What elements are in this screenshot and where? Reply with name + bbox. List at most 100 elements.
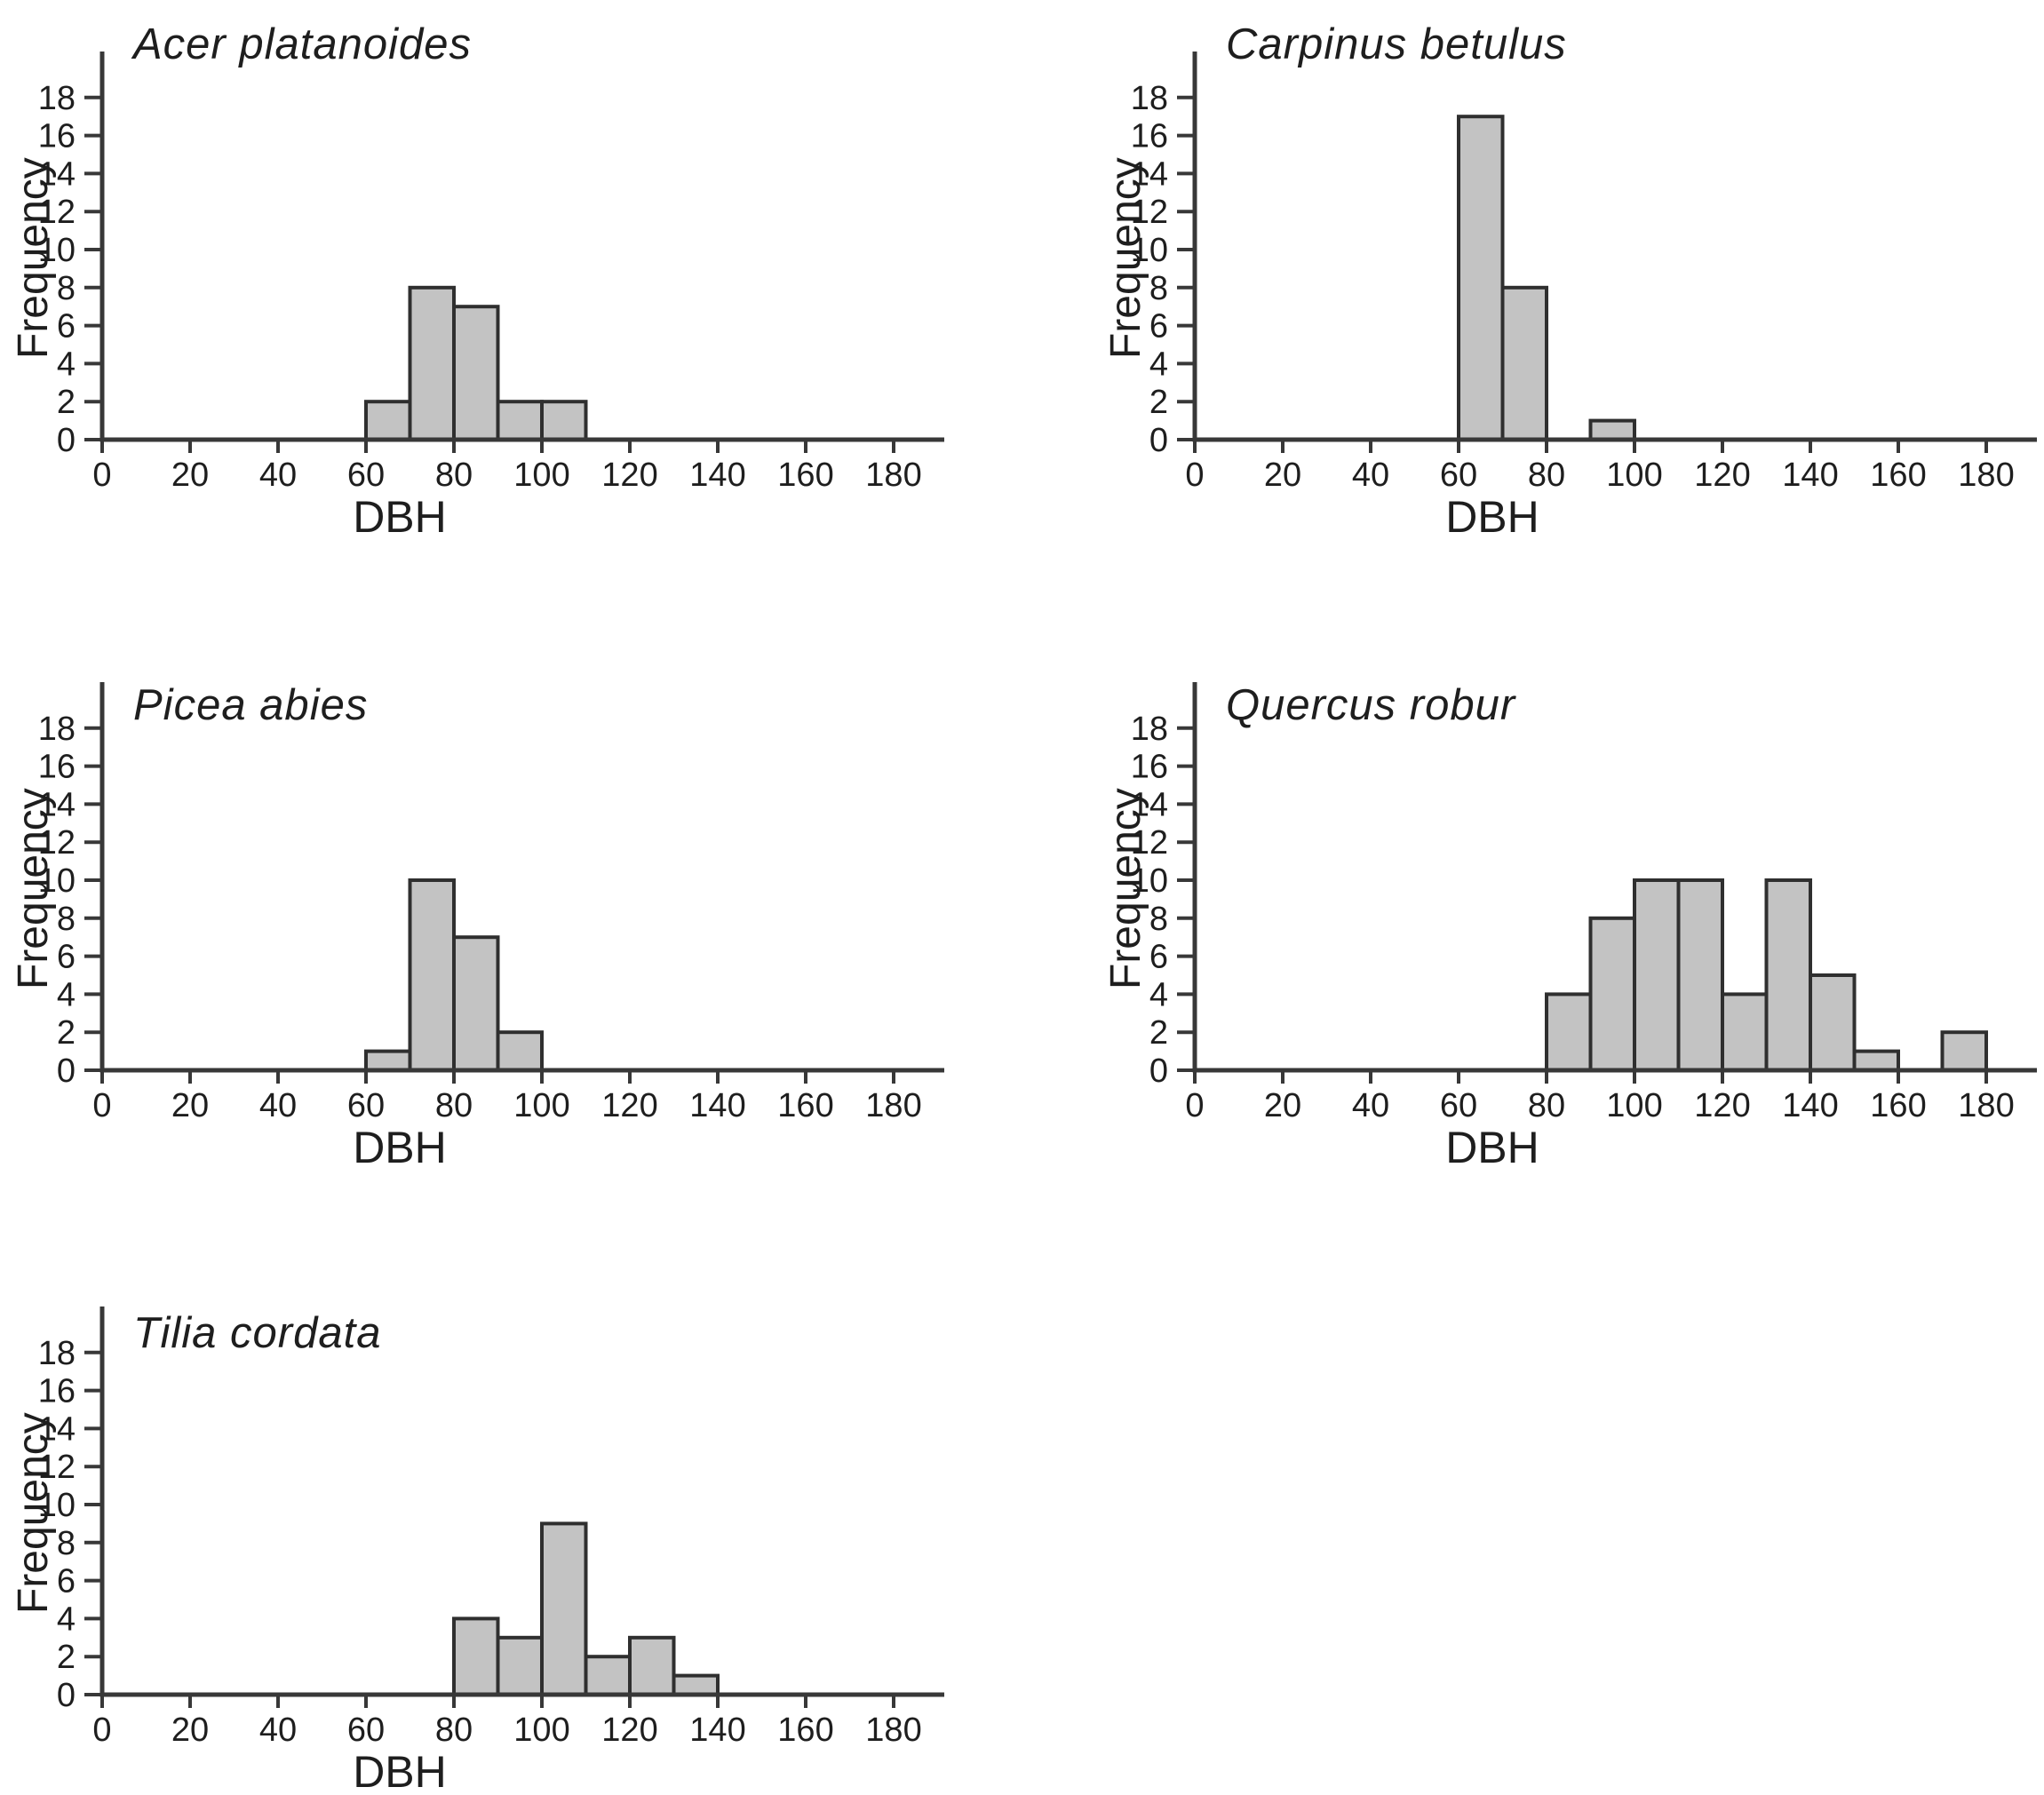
histogram-bar — [496, 400, 544, 442]
histogram-bar — [496, 1030, 544, 1073]
x-tick-label: 60 — [1440, 1087, 1477, 1124]
x-tick-label: 120 — [601, 1712, 657, 1749]
histogram-bar — [1676, 878, 1724, 1072]
y-tick-label: 2 — [57, 384, 76, 421]
x-tick-label: 80 — [435, 1712, 473, 1749]
x-tick-label: 180 — [865, 1087, 921, 1124]
y-tick-label: 14 — [38, 1410, 76, 1448]
histogram-carpinus-betulus: Carpinus betulus Frequency 0 20 40 60 80 100 1… — [1093, 0, 2044, 631]
y-tick-label: 2 — [1149, 384, 1168, 421]
chart-title: Tilia cordata — [133, 1309, 382, 1357]
histogram-tilia-cordata: Tilia cordata Frequency 0 20 40 60 80 100 120 1… — [0, 1255, 1022, 1795]
y-tick-label: 10 — [38, 862, 76, 900]
y-tick-label: 8 — [57, 270, 76, 307]
y-tick-label: 4 — [57, 976, 76, 1013]
chart-title: Picea abies — [133, 681, 369, 729]
x-tick-label: 20 — [171, 1087, 209, 1124]
y-tick-label: 8 — [57, 901, 76, 938]
y-tick-label: 0 — [57, 1052, 76, 1090]
histogram-bar — [540, 400, 588, 442]
x-tick-label: 0 — [92, 1087, 111, 1124]
x-axis-label: DBH — [353, 492, 447, 542]
histogram-bar — [452, 305, 500, 442]
y-tick-label: 14 — [1131, 155, 1168, 193]
y-tick-label: 12 — [38, 1449, 76, 1486]
y-tick-label: 0 — [1149, 1052, 1168, 1090]
y-tick-label: 10 — [1131, 862, 1168, 900]
histogram-bar — [1457, 115, 1505, 441]
x-tick-label: 180 — [865, 457, 921, 494]
histogram-bar — [364, 1049, 412, 1073]
histogram-bar — [364, 400, 412, 442]
x-tick-label: 0 — [92, 1712, 111, 1749]
x-tick-label: 0 — [1185, 1087, 1204, 1124]
x-tick-label: 120 — [1694, 457, 1750, 494]
x-tick-label: 100 — [1606, 1087, 1662, 1124]
y-tick-label: 18 — [1131, 80, 1168, 117]
y-tick-label: 10 — [38, 1487, 76, 1524]
y-tick-label: 2 — [1149, 1014, 1168, 1052]
y-tick-label: 16 — [1131, 118, 1168, 155]
y-tick-label: 12 — [38, 824, 76, 862]
y-tick-label: 6 — [57, 1563, 76, 1600]
histogram-quercus-robur: Quercus robur Frequency 0 20 40 60 80 100 120 1… — [1093, 631, 2044, 1261]
histogram-bar — [1721, 992, 1769, 1072]
x-tick-label: 140 — [689, 457, 745, 494]
x-tick-label: 80 — [1528, 457, 1565, 494]
y-tick-label: 10 — [1131, 232, 1168, 269]
x-tick-label: 40 — [259, 457, 297, 494]
x-tick-label: 160 — [777, 1087, 833, 1124]
y-tick-label: 6 — [57, 939, 76, 976]
chart-title: Quercus robur — [1226, 681, 1516, 729]
histogram-bar — [1633, 878, 1681, 1072]
y-tick-label: 8 — [57, 1525, 76, 1562]
x-tick-label: 180 — [865, 1712, 921, 1749]
x-tick-label: 60 — [347, 1712, 385, 1749]
histogram-picea-abies: Picea abies Frequency 0 20 40 60 80 100 120 140… — [0, 631, 1022, 1261]
x-tick-label: 120 — [1694, 1087, 1750, 1124]
y-tick-label: 14 — [1131, 786, 1168, 823]
y-tick-label: 6 — [1149, 308, 1168, 345]
y-tick-label: 8 — [1149, 901, 1168, 938]
chart-title: Carpinus betulus — [1226, 20, 1567, 68]
histogram-bar — [1809, 973, 1857, 1072]
x-tick-label: 20 — [171, 457, 209, 494]
x-tick-label: 100 — [513, 1087, 569, 1124]
y-tick-label: 4 — [57, 1600, 76, 1638]
x-tick-label: 180 — [1958, 457, 2014, 494]
x-tick-label: 0 — [92, 457, 111, 494]
x-tick-label: 60 — [347, 1087, 385, 1124]
histogram-bar — [1588, 418, 1636, 442]
x-tick-label: 40 — [259, 1087, 297, 1124]
x-tick-label: 20 — [1264, 1087, 1301, 1124]
x-tick-label: 160 — [777, 1712, 833, 1749]
histogram-bar — [1764, 878, 1812, 1072]
histogram-bar — [408, 285, 456, 441]
y-tick-label: 6 — [1149, 939, 1168, 976]
x-tick-label: 140 — [1782, 457, 1838, 494]
y-tick-label: 12 — [38, 194, 76, 231]
x-tick-label: 120 — [601, 457, 657, 494]
y-tick-label: 0 — [57, 1677, 76, 1714]
x-tick-label: 100 — [513, 457, 569, 494]
x-tick-label: 160 — [1870, 457, 1926, 494]
y-tick-label: 6 — [57, 308, 76, 345]
chart-title: Acer platanoides — [133, 20, 473, 68]
histogram-bar — [672, 1673, 720, 1697]
x-tick-label: 20 — [171, 1712, 209, 1749]
histogram-bar — [496, 1635, 544, 1696]
histogram-bar — [584, 1655, 632, 1697]
x-axis-label: DBH — [1445, 492, 1539, 542]
histogram-bar — [540, 1521, 588, 1696]
x-tick-label: 140 — [689, 1087, 745, 1124]
histogram-bar — [1545, 992, 1593, 1072]
x-tick-label: 80 — [1528, 1087, 1565, 1124]
y-tick-label: 16 — [1131, 749, 1168, 786]
histogram-bar — [452, 935, 500, 1073]
histogram-acer-platanoides: Acer platanoides Frequency 0 20 40 60 80 100 1… — [0, 0, 1022, 631]
